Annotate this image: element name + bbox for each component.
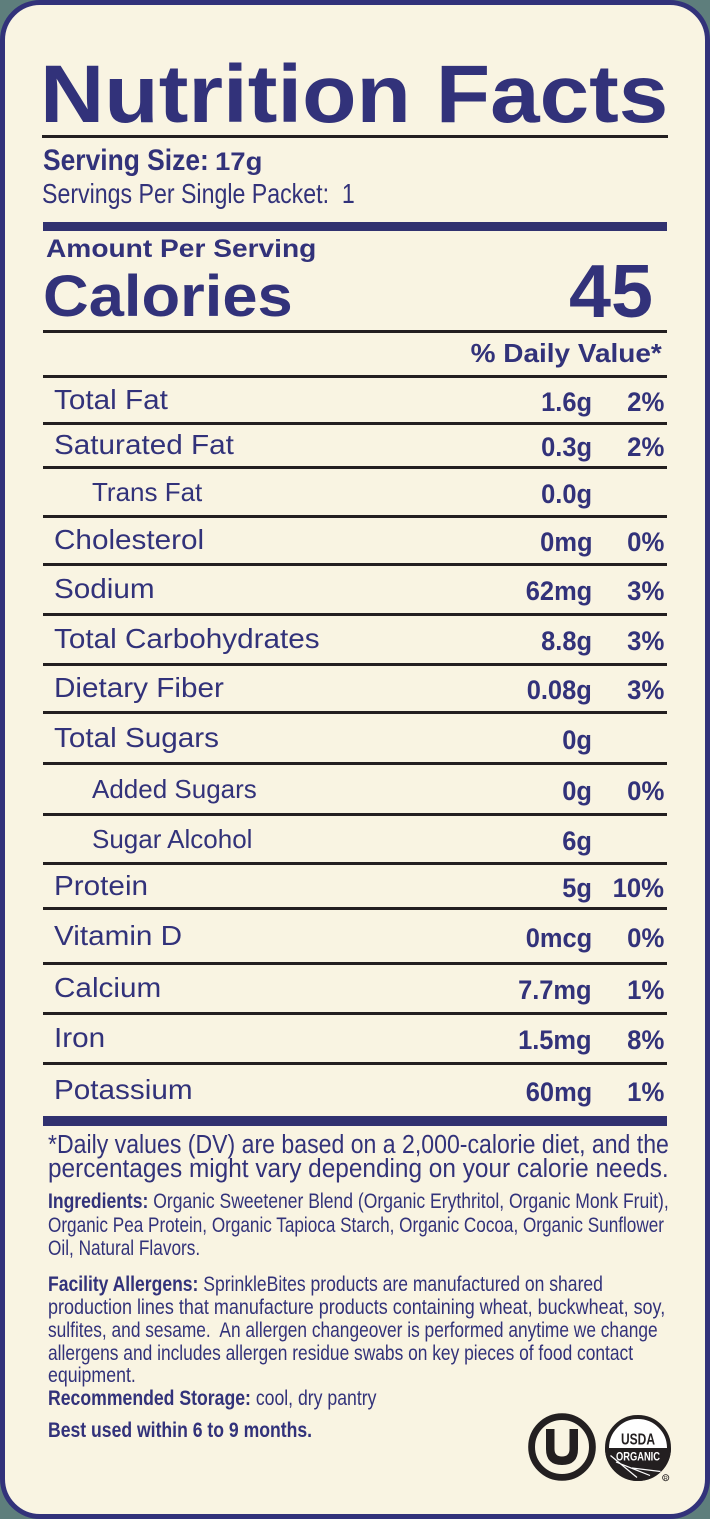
svg-text:ORGANIC: ORGANIC	[616, 1452, 660, 1464]
svg-text:R: R	[663, 1476, 667, 1482]
svg-text:USDA: USDA	[621, 1432, 655, 1449]
